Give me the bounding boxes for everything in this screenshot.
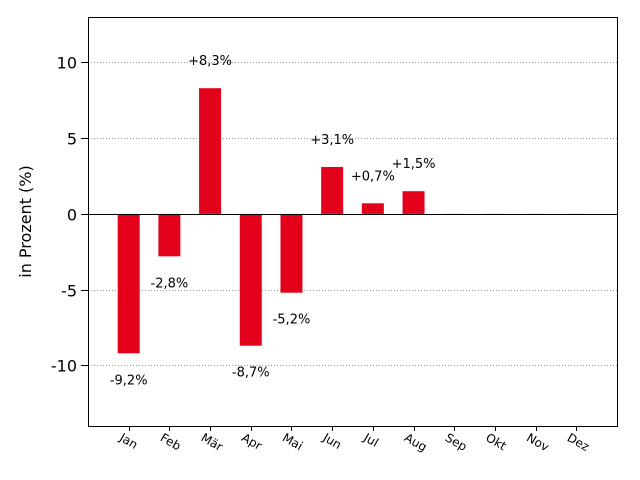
bar-jun: [321, 166, 344, 214]
y-tick-label: 5: [67, 130, 77, 149]
bar-apr: [239, 213, 262, 346]
data-label: +0,7%: [351, 169, 395, 184]
grid-lines: [88, 62, 617, 366]
y-tick-label: -10: [51, 357, 77, 376]
x-tick-label: Mai: [280, 430, 305, 453]
x-tick-label: Jun: [320, 430, 344, 452]
x-tick-label: Feb: [158, 430, 183, 453]
x-tick-label: Aug: [402, 430, 429, 454]
data-label: -9,2%: [110, 373, 148, 388]
x-tick-label: Mär: [199, 430, 226, 453]
bar-jan: [117, 213, 140, 354]
data-label: +8,3%: [188, 54, 232, 69]
x-axis: Jan Feb Mär Apr Mai Jun Jul Aug Sep Okt Nov Dez: [116, 426, 592, 454]
data-label: -2,8%: [151, 276, 189, 291]
data-labels: -9,2% -2,8% +8,3% -8,7% -5,2% +3,1% +0,7%+1,5%: [110, 54, 436, 388]
bar-mai: [280, 213, 303, 293]
x-tick-label: Sep: [443, 430, 470, 453]
x-tick-label: Apr: [239, 430, 264, 453]
y-tick-label: 0: [67, 206, 77, 225]
data-label: +1,5%: [392, 157, 436, 172]
bar-feb: [158, 213, 181, 257]
y-tick-label: 10: [57, 54, 77, 73]
bar-aug: [402, 191, 425, 214]
data-label: +3,1%: [310, 133, 354, 148]
bars: [117, 88, 588, 354]
x-tick-label: Dez: [565, 430, 592, 454]
y-axis-title: in Prozent (%): [16, 165, 35, 277]
x-tick-label: Jul: [360, 430, 380, 450]
bar-mär: [199, 88, 222, 214]
plot-frame: [88, 17, 618, 427]
bar-jul: [361, 203, 384, 214]
x-tick-label: Nov: [524, 430, 551, 454]
data-label: -8,7%: [232, 366, 270, 381]
x-tick-label: Okt: [483, 430, 509, 453]
x-tick-label: Jan: [116, 430, 140, 452]
data-label: -5,2%: [273, 313, 311, 328]
y-tick-label: -5: [61, 282, 77, 301]
y-axis: 10 5 0 -5 -10: [51, 54, 88, 376]
